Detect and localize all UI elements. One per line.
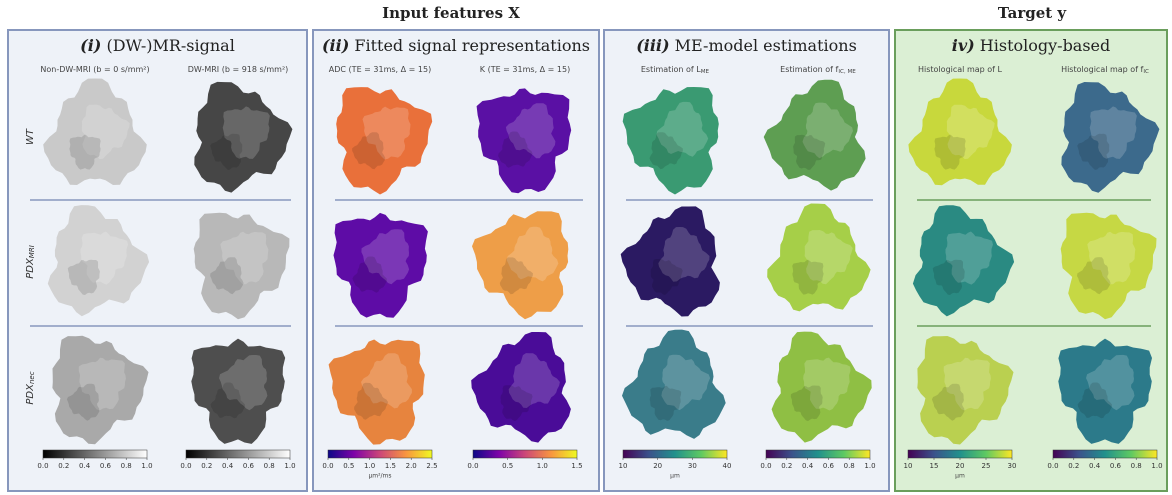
colorbar-tick-label: 0.0 (180, 462, 191, 470)
input-title: Input features X (382, 4, 520, 22)
panel-name: (DW-)MR-signal (106, 36, 234, 55)
panel-title: iv) Histology-based (952, 36, 1111, 55)
panel-label: (iii) (636, 36, 669, 55)
colorbar-tick-label: 40 (723, 462, 732, 470)
colorbar-tick-label: 0.4 (1089, 462, 1101, 470)
colorbar-tick-label: 0.0 (322, 462, 333, 470)
panel-title: (i) (DW-)MR-signal (80, 36, 235, 55)
colorbar-tick-label: 10 (904, 462, 913, 470)
column-label: DW-MRI (b = 918 s/mm²) (188, 65, 289, 74)
column-label: Non-DW-MRI (b = 0 s/mm²) (40, 65, 149, 74)
colorbar-tick-label: 0.0 (467, 462, 478, 470)
panel-label: (i) (80, 36, 101, 55)
colorbar (43, 450, 147, 458)
colorbar-tick-label: 15 (930, 462, 939, 470)
column-label-main: Estimation of f (780, 65, 838, 74)
colorbar-tick-label: 20 (653, 462, 662, 470)
panel-label: (ii) (322, 36, 349, 55)
row-label-sub: MRI (28, 245, 36, 258)
column-label-main: Estimation of L (641, 65, 701, 74)
colorbar (186, 450, 290, 458)
column-label: Estimation of LME (641, 65, 710, 75)
colorbar-tick-label: 1.0 (364, 462, 375, 470)
colorbar-unit: µm (670, 473, 680, 480)
colorbar-tick-label: 0.2 (201, 462, 212, 470)
column-label-main: Non-DW-MRI (b = 0 s/mm²) (40, 65, 149, 74)
panel-label: iv) (952, 36, 975, 55)
row-label-main: PDX (25, 383, 36, 405)
colorbar-tick-label: 0.2 (781, 462, 792, 470)
colorbar-tick-label: 1.0 (1151, 462, 1162, 470)
column-label: Histological map of L (918, 65, 1002, 74)
colorbar (766, 450, 870, 458)
colorbar-tick-label: 0.8 (264, 462, 275, 470)
column-label: Histological map of fIC (1061, 65, 1149, 75)
colorbar-unit: µm²/ms (368, 473, 391, 480)
column-label-sub: IC, ME (838, 69, 856, 75)
column-label-main: K (TE = 31ms, Δ = 15) (480, 65, 570, 74)
row-label-sub: nec (28, 371, 36, 384)
colorbar-tick-label: 0.4 (802, 462, 814, 470)
colorbar (473, 450, 577, 458)
colorbar-tick-label: 0.4 (79, 462, 91, 470)
colorbar-unit: µm (955, 473, 965, 480)
target-title: Target y (998, 4, 1068, 22)
colorbar-tick-label: 0.5 (343, 462, 354, 470)
colorbar-tick-label: 2.5 (426, 462, 437, 470)
colorbar-tick-label: 0.2 (58, 462, 69, 470)
panel-title: (iii) ME-model estimations (636, 36, 857, 55)
column-label-main: ADC (TE = 31ms, Δ = 15) (329, 65, 431, 74)
panel-name: ME-model estimations (675, 36, 857, 55)
colorbar-tick-label: 0.8 (1131, 462, 1142, 470)
colorbar-tick-label: 30 (688, 462, 697, 470)
colorbar-tick-label: 0.0 (1047, 462, 1058, 470)
colorbar (623, 450, 727, 458)
figure: Input features X Target y (i) (DW-)MR-si… (0, 0, 1172, 495)
colorbar (328, 450, 432, 458)
colorbar-tick-label: 25 (982, 462, 991, 470)
colorbar (908, 450, 1012, 458)
colorbar-tick-label: 0.8 (121, 462, 132, 470)
colorbar-tick-label: 0.4 (222, 462, 234, 470)
colorbar-tick-label: 0.0 (760, 462, 771, 470)
colorbar-tick-label: 1.0 (284, 462, 295, 470)
column-label-sub: IC (1143, 69, 1149, 75)
colorbar-tick-label: 0.6 (243, 462, 255, 470)
column-label-main: Histological map of L (918, 65, 1002, 74)
colorbar-tick-label: 1.0 (537, 462, 548, 470)
colorbar-tick-label: 0.0 (37, 462, 48, 470)
colorbar-tick-label: 2.0 (406, 462, 417, 470)
colorbar-tick-label: 1.5 (385, 462, 396, 470)
row-label-main: PDX (25, 257, 36, 279)
panel-title: (ii) Fitted signal representations (322, 36, 590, 55)
panel-name: Histology-based (980, 36, 1110, 55)
panel-name: Fitted signal representations (354, 36, 590, 55)
colorbar-tick-label: 0.8 (844, 462, 855, 470)
colorbar-tick-label: 1.5 (571, 462, 582, 470)
colorbar-tick-label: 0.2 (1068, 462, 1079, 470)
column-label-sub: ME (701, 69, 710, 75)
colorbar-tick-label: 0.6 (1110, 462, 1122, 470)
colorbar-tick-label: 30 (1008, 462, 1017, 470)
colorbar-tick-label: 0.5 (502, 462, 513, 470)
colorbar (1053, 450, 1157, 458)
colorbar-tick-label: 0.6 (823, 462, 835, 470)
row-label-main: WT (25, 128, 36, 145)
column-label-main: DW-MRI (b = 918 s/mm²) (188, 65, 289, 74)
colorbar-tick-label: 1.0 (864, 462, 875, 470)
row-label: WT (25, 128, 36, 145)
colorbar-tick-label: 1.0 (141, 462, 152, 470)
column-label-main: Histological map of f (1061, 65, 1143, 74)
column-label: K (TE = 31ms, Δ = 15) (480, 65, 570, 74)
colorbar-tick-label: 0.6 (100, 462, 112, 470)
column-label: ADC (TE = 31ms, Δ = 15) (329, 65, 431, 74)
colorbar-tick-label: 20 (956, 462, 965, 470)
colorbar-tick-label: 10 (619, 462, 628, 470)
